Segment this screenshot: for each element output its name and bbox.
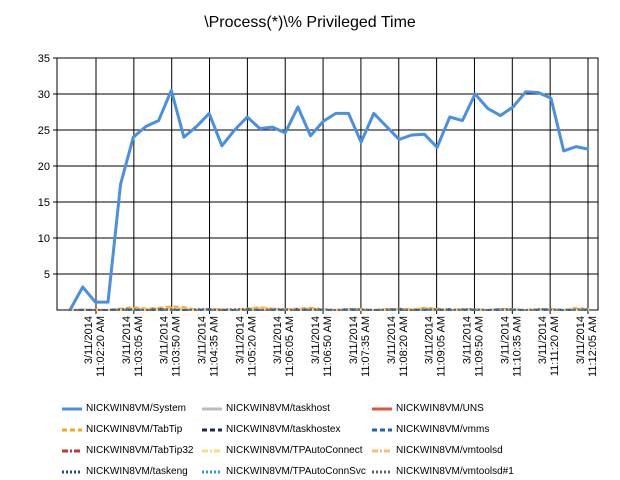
y-tick-label: 20: [38, 161, 50, 173]
legend-swatch: [62, 449, 82, 453]
legend-label: NICKWIN8VM/UNS: [396, 403, 484, 414]
legend-label: NICKWIN8VM/System: [86, 403, 187, 414]
x-tick-time: 11:03:05 AM: [133, 316, 145, 377]
y-tick-label: 10: [38, 233, 50, 245]
y-tick-label: 25: [38, 125, 50, 137]
x-tick-label: 3/11/2014 11:03:05 AM: [121, 316, 145, 377]
x-tick-label: 3/11/2014 11:06:05 AM: [272, 316, 296, 377]
x-tick-date: 3/11/2014: [234, 316, 246, 364]
legend-label: NICKWIN8VM/TabTip32: [86, 445, 194, 456]
legend-swatch: [372, 449, 392, 453]
x-tick-label: 3/11/2014 11:04:35 AM: [197, 316, 221, 377]
x-tick-time: 11:03:50 AM: [171, 316, 183, 377]
x-tick-date: 3/11/2014: [121, 316, 133, 364]
y-tick-label: 30: [38, 89, 50, 101]
legend-swatch: [62, 470, 82, 474]
y-axis-ticks: 5 10 15 20 25 30 35: [38, 53, 57, 281]
x-tick-date: 3/11/2014: [537, 316, 549, 364]
legend-swatch: [202, 449, 222, 453]
x-tick-date: 3/11/2014: [197, 316, 209, 364]
x-tick-date: 3/11/2014: [386, 316, 398, 364]
x-tick-time: 11:09:50 AM: [473, 316, 485, 377]
x-tick-date: 3/11/2014: [159, 316, 171, 364]
x-tick-time: 11:05:20 AM: [246, 316, 258, 377]
x-tick-time: 11:08:20 AM: [398, 316, 410, 377]
grid-lines: [57, 57, 598, 310]
legend-label: NICKWIN8VM/vmtoolsd: [396, 445, 503, 456]
series-line-vmtoolsd-1: [70, 308, 589, 311]
x-tick-time: 11:09:05 AM: [436, 316, 448, 377]
x-tick-time: 11:06:05 AM: [284, 316, 296, 377]
x-tick-time: 11:11:20 AM: [549, 316, 561, 376]
legend-label: NICKWIN8VM/vmtoolsd#1: [396, 466, 514, 477]
x-tick-label: 3/11/2014 11:05:20 AM: [234, 316, 258, 377]
x-tick-date: 3/11/2014: [272, 316, 284, 364]
legend-label: NICKWIN8VM/taskhostex: [226, 424, 341, 435]
x-tick-label: 3/11/2014 11:11:20 AM: [537, 316, 561, 376]
y-tick-label: 15: [38, 197, 50, 209]
x-tick-label: 3/11/2014 11:09:50 AM: [461, 316, 485, 377]
x-tick-date: 3/11/2014: [348, 316, 360, 364]
legend-swatch: [202, 407, 222, 411]
legend-label: NICKWIN8VM/vmms: [396, 424, 490, 435]
legend-swatch: [62, 407, 82, 411]
series-lines: [68, 88, 590, 311]
legend-swatch: [372, 407, 392, 411]
legend-swatch: [372, 428, 392, 432]
x-tick-time: 11:04:35 AM: [209, 316, 221, 377]
plot-border: [56, 57, 599, 311]
x-tick-time: 11:07:35 AM: [360, 316, 372, 377]
x-tick-time: 11:06:50 AM: [322, 316, 334, 377]
x-tick-label: 3/11/2014 11:07:35 AM: [348, 316, 372, 377]
y-tick-label: 5: [44, 269, 50, 281]
y-tick-label: 35: [38, 53, 50, 65]
x-tick-date: 3/11/2014: [499, 316, 511, 364]
x-tick-time: 11:12:05 AM: [587, 316, 599, 377]
legend-swatch: [202, 470, 222, 474]
legend-label: NICKWIN8VM/taskeng: [86, 466, 188, 477]
x-tick-label: 3/11/2014 11:12:05 AM: [575, 316, 599, 377]
axes: [56, 57, 599, 311]
x-tick-label: 3/11/2014 11:08:20 AM: [386, 316, 410, 377]
x-tick-time: 11:10:35 AM: [511, 316, 523, 377]
legend-label: NICKWIN8VM/TabTip: [86, 424, 183, 435]
legend-swatch: [202, 428, 222, 432]
x-tick-label: 3/11/2014 11:06:50 AM: [310, 316, 334, 377]
chart-title: \Process(*)\% Privileged Time: [204, 14, 416, 31]
x-tick-label: 3/11/2014 11:03:50 AM: [159, 316, 183, 377]
x-tick-label: 3/11/2014 11:10:35 AM: [499, 316, 523, 377]
x-tick-date: 3/11/2014: [424, 316, 436, 364]
series-line-system: [68, 88, 590, 311]
legend-swatch: [372, 470, 392, 474]
legend-label: NICKWIN8VM/taskhost: [226, 403, 330, 414]
x-axis-ticks: 3/11/2014 11:02:20 AM 3/11/2014 11:03:05 AM…: [83, 310, 599, 377]
x-tick-time: 11:02:20 AM: [95, 316, 107, 377]
x-tick-date: 3/11/2014: [461, 316, 473, 364]
legend-label: NICKWIN8VM/TPAutoConnect: [226, 445, 363, 456]
legend-label: NICKWIN8VM/TPAutoConnSvc: [226, 466, 366, 477]
x-tick-date: 3/11/2014: [575, 316, 587, 364]
x-tick-date: 3/11/2014: [310, 316, 322, 364]
x-tick-label: 3/11/2014 11:02:20 AM: [83, 316, 107, 377]
x-tick-label: 3/11/2014 11:09:05 AM: [424, 316, 448, 377]
x-tick-date: 3/11/2014: [83, 316, 95, 364]
legend-swatch: [62, 428, 82, 432]
